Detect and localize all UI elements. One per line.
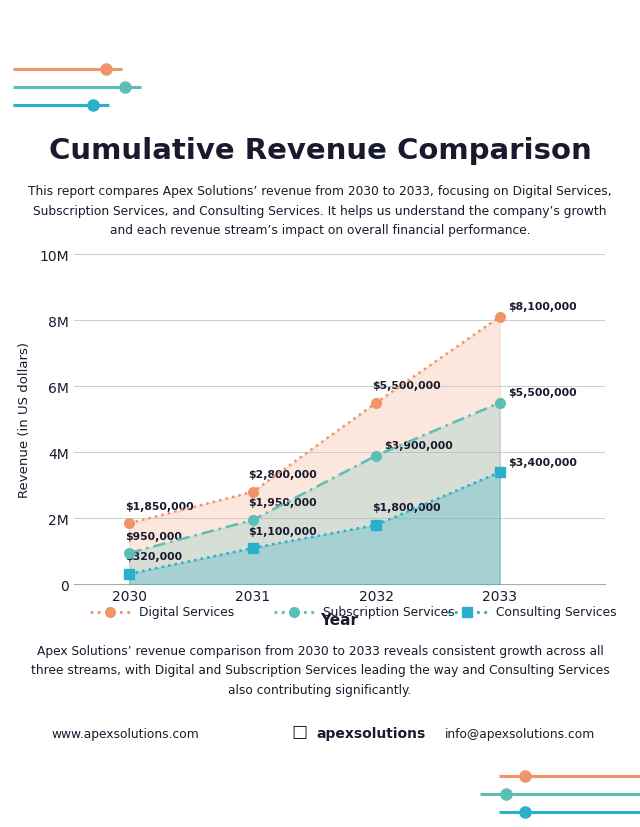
Text: ☐: ☐ xyxy=(291,724,307,742)
Text: Cumulative Revenue Comparison: Cumulative Revenue Comparison xyxy=(49,136,591,165)
Text: Consulting Services: Consulting Services xyxy=(495,605,616,619)
Text: $5,500,000: $5,500,000 xyxy=(372,380,441,390)
Text: This report compares Apex Solutions’ revenue from 2030 to 2033, focusing on Digi: This report compares Apex Solutions’ rev… xyxy=(28,184,612,237)
Text: $1,100,000: $1,100,000 xyxy=(248,526,317,536)
Text: $2,800,000: $2,800,000 xyxy=(248,470,317,480)
Text: Digital Services: Digital Services xyxy=(139,605,234,619)
Text: apexsolutions: apexsolutions xyxy=(317,726,426,740)
Y-axis label: Revenue (in US dollars): Revenue (in US dollars) xyxy=(18,342,31,498)
Text: www.apexsolutions.com: www.apexsolutions.com xyxy=(51,727,199,739)
Text: $1,800,000: $1,800,000 xyxy=(372,503,441,513)
Text: $5,500,000: $5,500,000 xyxy=(508,388,577,398)
Text: info@apexsolutions.com: info@apexsolutions.com xyxy=(445,727,595,739)
Text: $1,850,000: $1,850,000 xyxy=(125,501,194,511)
Text: $320,000: $320,000 xyxy=(125,552,182,562)
Text: $1,950,000: $1,950,000 xyxy=(248,498,317,508)
X-axis label: Year: Year xyxy=(320,612,358,627)
Text: Subscription Services: Subscription Services xyxy=(323,605,454,619)
Text: $950,000: $950,000 xyxy=(125,531,182,541)
Text: Apex Solutions’ revenue comparison from 2030 to 2033 reveals consistent growth a: Apex Solutions’ revenue comparison from … xyxy=(31,644,609,696)
Text: $3,900,000: $3,900,000 xyxy=(385,441,453,451)
Text: $3,400,000: $3,400,000 xyxy=(508,457,577,467)
Text: $8,100,000: $8,100,000 xyxy=(508,302,577,312)
